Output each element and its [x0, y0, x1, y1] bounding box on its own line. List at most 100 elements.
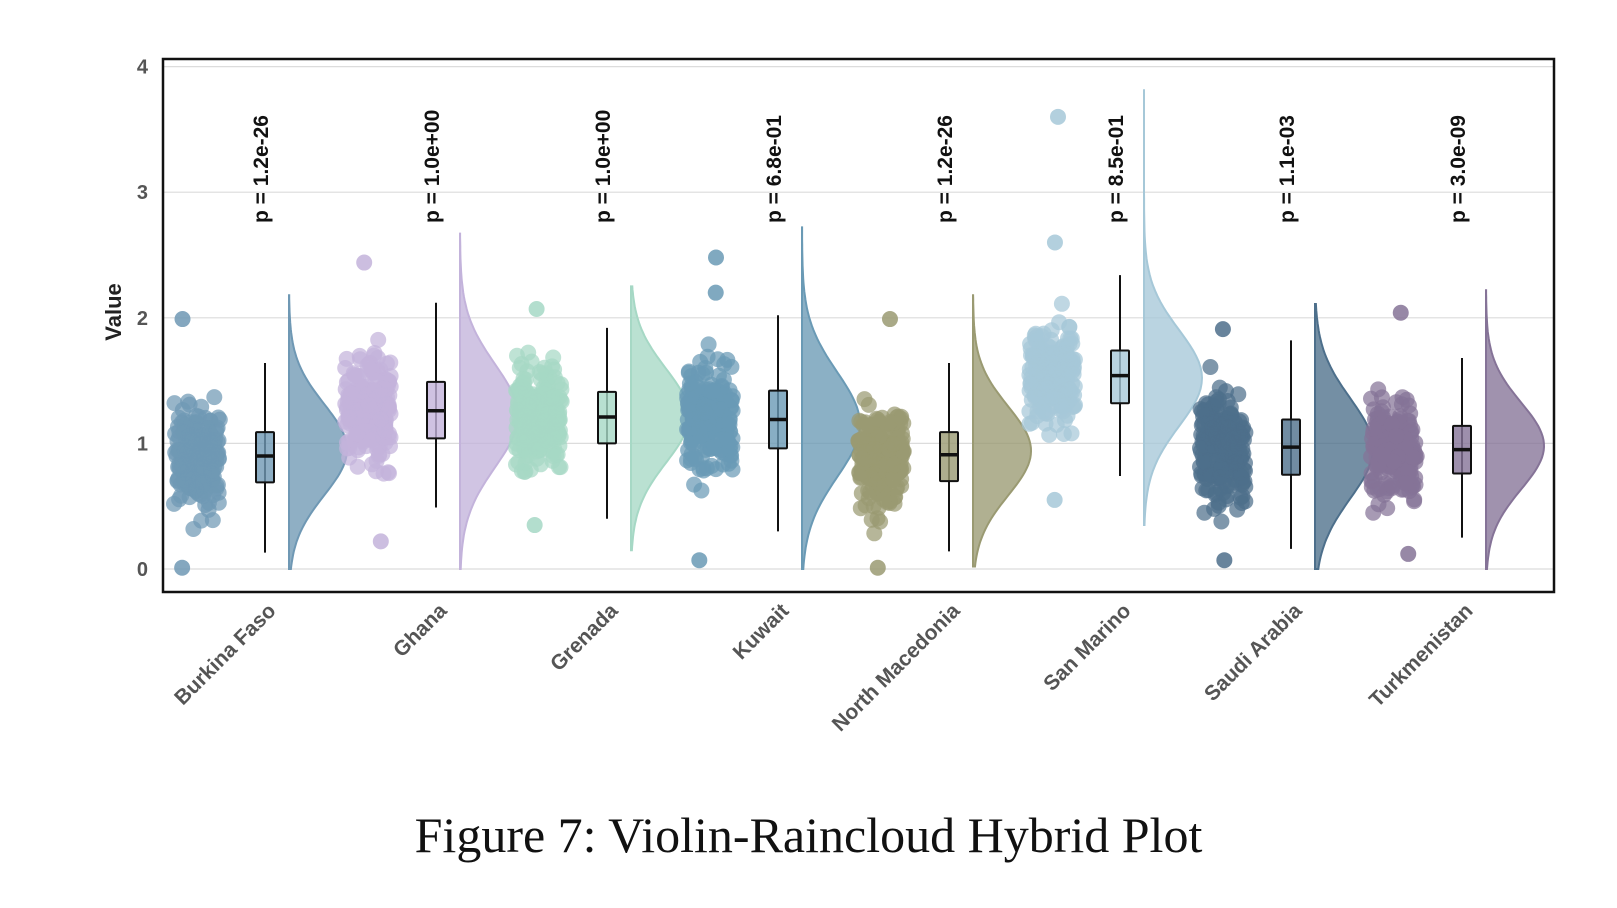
- data-point: [1046, 234, 1063, 251]
- data-point: [1204, 420, 1220, 437]
- group-grenada: p = 1.0e+00: [508, 110, 691, 552]
- data-point: [1026, 389, 1043, 405]
- data-point: [860, 417, 877, 434]
- data-point: [1063, 425, 1080, 442]
- data-point: [372, 411, 389, 428]
- data-point: [1198, 482, 1215, 499]
- data-point: [1210, 395, 1227, 412]
- data-point: [692, 428, 709, 445]
- half-violin: [972, 294, 1033, 568]
- data-point: [1035, 325, 1052, 342]
- data-point: [372, 533, 389, 550]
- data-point: [209, 445, 226, 462]
- data-point: [680, 396, 697, 413]
- data-point: [683, 446, 700, 462]
- data-point: [1046, 388, 1062, 405]
- data-point: [1370, 496, 1387, 513]
- data-point: [1214, 321, 1231, 338]
- data-point: [852, 469, 869, 485]
- data-point: [715, 456, 732, 473]
- data-point: [544, 358, 561, 375]
- data-point: [724, 430, 741, 447]
- data-point: [1202, 359, 1219, 375]
- p-value-label: p = 1.0e+00: [421, 110, 444, 223]
- data-point: [509, 383, 526, 400]
- data-point: [1373, 389, 1390, 406]
- data-point: [201, 424, 218, 441]
- half-violin: [1314, 303, 1374, 570]
- data-point: [871, 428, 888, 445]
- data-point: [712, 401, 729, 418]
- data-point: [1365, 420, 1382, 437]
- data-point: [1213, 513, 1230, 530]
- data-point: [1024, 359, 1041, 376]
- data-point: [528, 301, 545, 318]
- scatter-points: [1363, 304, 1425, 562]
- data-point: [526, 517, 543, 534]
- data-point: [210, 494, 227, 511]
- data-point: [545, 448, 562, 465]
- data-point: [370, 331, 387, 348]
- data-point: [723, 358, 740, 375]
- data-point: [181, 396, 198, 413]
- data-point: [509, 347, 525, 364]
- scatter-points: [1192, 321, 1254, 569]
- data-point: [340, 410, 357, 427]
- data-point: [863, 511, 880, 528]
- data-point: [866, 440, 883, 457]
- group-san-marino: p = 8.5e-01: [1021, 89, 1204, 526]
- group-turkmenistan: p = 3.0e-09: [1363, 115, 1546, 570]
- data-point: [1206, 500, 1223, 517]
- groups: p = 1.2e-26 p = 1.0e+00 p = 1.0e+00 p = 6.8…: [166, 89, 1546, 576]
- data-point: [1192, 440, 1208, 456]
- data-point: [1198, 452, 1215, 469]
- data-point: [707, 284, 724, 301]
- data-point: [533, 421, 550, 438]
- p-value-label: p = 1.1e-03: [1276, 115, 1299, 223]
- data-point: [1060, 379, 1077, 396]
- data-point: [517, 371, 534, 388]
- data-point: [1406, 493, 1423, 510]
- data-point: [875, 491, 892, 508]
- data-point: [1061, 319, 1078, 335]
- scatter-points: [337, 254, 399, 550]
- p-value-label: p = 1.2e-26: [250, 115, 273, 223]
- data-point: [686, 476, 703, 493]
- data-point: [1397, 475, 1414, 492]
- y-tick-label: 0: [137, 559, 148, 581]
- p-value-label: p = 3.0e-09: [1447, 115, 1470, 223]
- p-value-label: p = 6.8e-01: [763, 115, 786, 223]
- data-point: [174, 311, 191, 328]
- data-point: [1384, 477, 1401, 494]
- data-point: [1224, 430, 1241, 447]
- data-point: [1234, 469, 1250, 486]
- data-point: [869, 559, 886, 576]
- data-point: [885, 436, 902, 452]
- scatter-points: [1021, 108, 1083, 508]
- data-point: [1213, 469, 1230, 485]
- category-label: North Macedonia: [828, 599, 965, 736]
- data-point: [1400, 545, 1417, 562]
- half-violin: [1485, 289, 1546, 570]
- group-saudi-arabia: p = 1.1e-03: [1192, 115, 1374, 570]
- data-point: [1216, 552, 1233, 569]
- data-point: [358, 438, 375, 455]
- p-value-label: p = 1.2e-26: [934, 115, 957, 223]
- data-point: [370, 447, 387, 464]
- data-point: [1230, 386, 1247, 403]
- outlier-point: [708, 249, 724, 266]
- data-point: [508, 456, 524, 473]
- half-violin: [1143, 89, 1204, 526]
- scatter-points: [850, 311, 912, 576]
- data-point: [521, 410, 538, 426]
- y-tick-label: 2: [137, 308, 148, 330]
- data-point: [381, 465, 397, 482]
- data-point: [360, 397, 377, 414]
- data-point: [543, 389, 560, 406]
- data-point: [366, 345, 383, 361]
- data-point: [349, 425, 366, 442]
- data-point: [206, 389, 223, 406]
- data-point: [520, 397, 537, 414]
- data-point: [1196, 402, 1213, 419]
